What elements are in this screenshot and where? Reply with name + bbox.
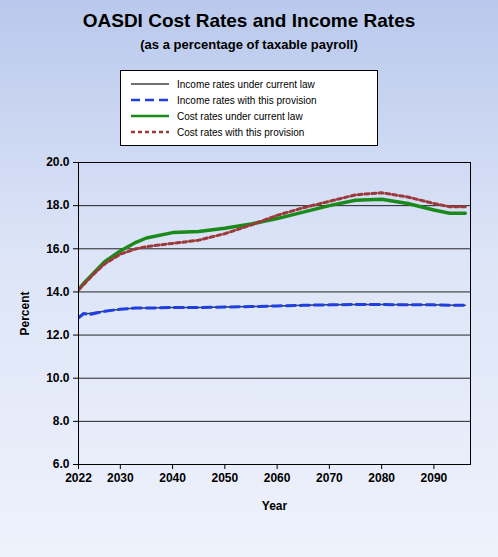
svg-text:18.0: 18.0 xyxy=(46,198,70,212)
svg-text:2090: 2090 xyxy=(421,471,448,485)
svg-text:12.0: 12.0 xyxy=(46,328,70,342)
svg-text:14.0: 14.0 xyxy=(46,285,70,299)
svg-text:2080: 2080 xyxy=(368,471,395,485)
html-text:Income rates under current law: Income rates under current law xyxy=(177,78,315,90)
svg-text:16.0: 16.0 xyxy=(46,242,70,256)
svg-text:10.0: 10.0 xyxy=(46,371,70,385)
html-text:Cost rates under current law: Cost rates under current law xyxy=(177,110,303,122)
svg-text:6.0: 6.0 xyxy=(53,457,70,471)
html-text:(as a percentage of taxable pa: (as a percentage of taxable payroll) xyxy=(140,37,358,52)
html-text:OASDI Cost Rates and Income Ra: OASDI Cost Rates and Income Rates xyxy=(82,10,416,31)
svg-text:Percent: Percent xyxy=(18,291,32,335)
svg-text:2070: 2070 xyxy=(316,471,343,485)
svg-text:2040: 2040 xyxy=(159,471,186,485)
svg-text:8.0: 8.0 xyxy=(53,414,70,428)
svg-text:2030: 2030 xyxy=(107,471,134,485)
svg-text:20.0: 20.0 xyxy=(46,155,70,169)
html-text:Income rates with this provisi: Income rates with this provision xyxy=(177,94,317,106)
svg-text:2060: 2060 xyxy=(264,471,291,485)
svg-text:2022: 2022 xyxy=(65,471,92,485)
html-text:Cost rates with this provision: Cost rates with this provision xyxy=(177,126,305,138)
svg-text:2050: 2050 xyxy=(211,471,238,485)
svg-text:Year: Year xyxy=(262,499,288,513)
